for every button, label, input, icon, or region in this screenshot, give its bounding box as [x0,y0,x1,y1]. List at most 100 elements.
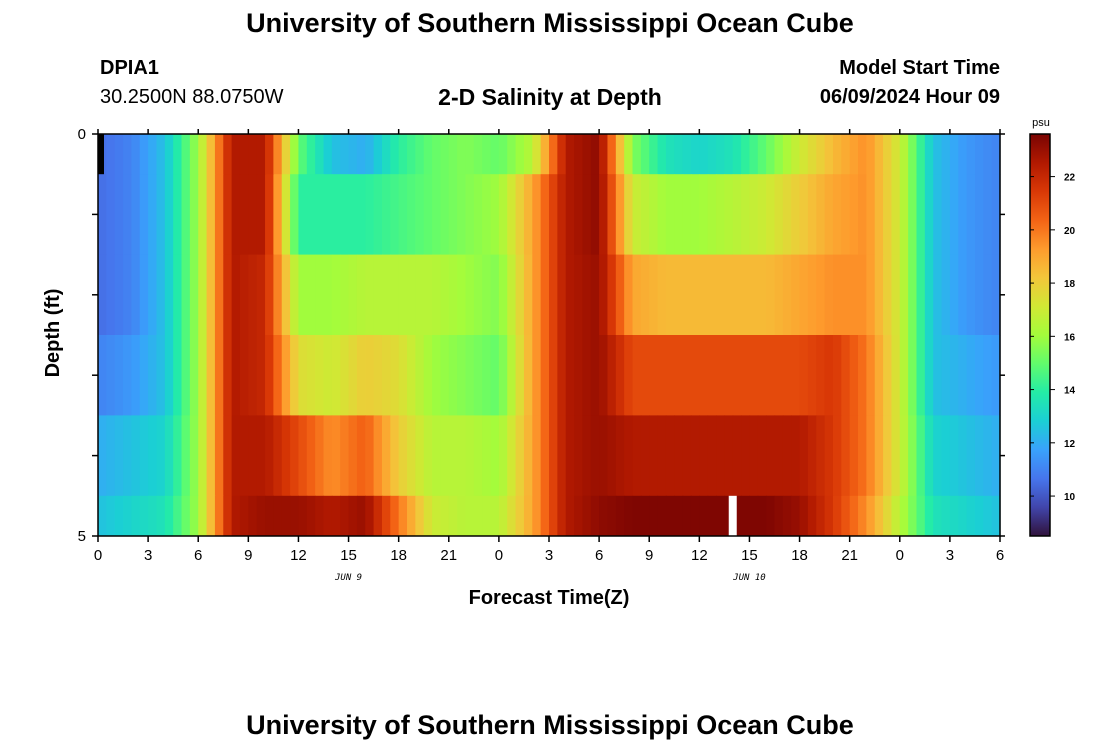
heatmap-cell [624,254,634,336]
heatmap-cell [732,134,742,175]
x-tick-label: 18 [390,547,407,564]
heatmap-cell [415,495,425,537]
heatmap-cell [699,174,709,255]
heatmap-cell [432,254,442,336]
heatmap-cell [858,134,867,175]
heatmap-cell [807,415,817,497]
heatmap-cell [256,335,266,416]
heatmap-cell [749,254,759,336]
heatmap-cell [849,254,859,336]
heatmap-cell [331,254,341,336]
heatmap-cell [649,134,659,175]
heatmap-cell [649,254,659,336]
heatmap-cell [991,134,1001,175]
heatmap-cell [615,134,625,175]
heatmap-cell [290,254,300,336]
heatmap-cell [223,335,233,416]
heatmap-cell [139,335,149,416]
heatmap-cell [933,254,943,336]
missing-data-gap [98,134,104,175]
heatmap-cell [248,335,258,416]
colorbar-tick-label: 10 [1064,492,1076,503]
heatmap-cell [114,174,124,255]
heatmap-cell [933,335,943,416]
heatmap-cell [407,415,416,497]
heatmap-cell [281,415,291,497]
heatmap-cell [690,254,700,336]
heatmap-cell [924,495,934,537]
heatmap-cell [532,415,542,497]
heatmap-cell [381,254,391,336]
heatmap-cell [482,495,492,537]
heatmap-cell [707,415,717,497]
heatmap-cell [649,335,659,416]
colorbar-tick-label: 14 [1064,386,1076,397]
heatmap-cell [239,335,249,416]
heatmap-cell [908,134,918,175]
heatmap-cell [473,254,483,336]
heatmap-cell [498,254,508,336]
heatmap-cell [290,415,300,497]
heatmap-cell [490,254,500,336]
heatmap-cell [365,134,375,175]
heatmap-cell [189,134,199,175]
heatmap-cell [866,254,876,336]
heatmap-cell [974,495,984,537]
heatmap-cell [198,254,208,336]
heatmap-cell [265,254,274,336]
heatmap-cell [114,335,124,416]
heatmap-cell [189,415,199,497]
heatmap-cell [423,335,433,416]
heatmap-cell [298,415,308,497]
heatmap-cell [457,254,467,336]
heatmap-cell [114,254,124,336]
heatmap-cell [983,335,993,416]
heatmap-cell [507,254,517,336]
heatmap-cell [866,134,876,175]
heatmap-cell [590,174,600,255]
heatmap-cell [281,134,291,175]
x-tick-label: 15 [741,547,758,564]
heatmap-cell [599,174,609,255]
heatmap-cell [757,134,767,175]
x-tick-label: 6 [194,547,202,564]
heatmap-cell [966,335,976,416]
heatmap-cell [916,335,926,416]
heatmap-cell [665,174,675,255]
heatmap-cell [540,134,550,175]
heatmap-cell [482,335,492,416]
heatmap-cell [824,335,834,416]
heatmap-cell [532,174,542,255]
heatmap-cell [248,495,258,537]
heatmap-cell [841,335,851,416]
heatmap-cell [949,134,959,175]
heatmap-cell [774,335,784,416]
heatmap-cell [557,335,567,416]
heatmap-cell [757,495,767,537]
heatmap-cell [398,335,408,416]
heatmap-cell [858,335,867,416]
missing-data-gaps [98,134,737,536]
heatmap-cell [858,174,867,255]
heatmap-cell [381,335,391,416]
heatmap-cell [632,495,642,537]
heatmap-cell [699,335,709,416]
heatmap-cell [649,415,659,497]
heatmap-cell [432,134,442,175]
heatmap-cell [741,415,751,497]
heatmap-cell [883,415,893,497]
heatmap-cell [574,134,584,175]
heatmap-cell [465,335,475,416]
heatmap-cell [315,134,325,175]
heatmap-cell [507,134,517,175]
x-axis-label: Forecast Time(Z) [469,587,630,609]
heatmap-cell [173,134,183,175]
y-axis-label: Depth (ft) [42,289,64,378]
heatmap-cell [732,174,742,255]
heatmap-cell [607,335,617,416]
heatmap-cell [657,174,667,255]
colorbar-tick-label: 12 [1064,439,1076,450]
heatmap-cell [265,134,274,175]
heatmap-cell [674,415,684,497]
heatmap-cell [231,254,241,336]
